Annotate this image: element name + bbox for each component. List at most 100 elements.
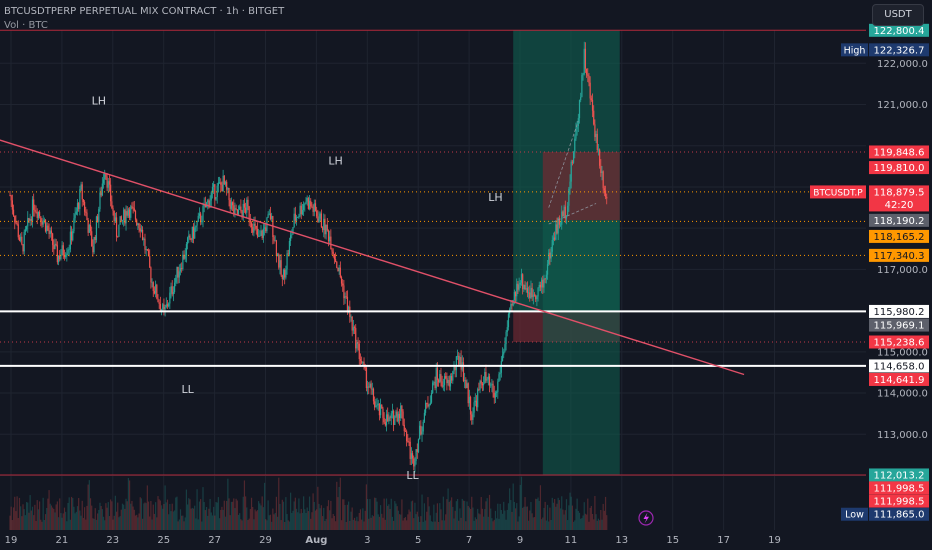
volume-bar (268, 515, 270, 530)
volume-bar (419, 521, 421, 530)
volume-bar (101, 509, 103, 530)
volume-bar (474, 517, 476, 530)
candle-body (292, 227, 294, 235)
volume-bar (162, 508, 164, 530)
volume-bar (65, 511, 67, 530)
volume-bar (597, 518, 600, 530)
candle-body (565, 215, 568, 219)
time-tick-label: 23 (106, 535, 119, 546)
candle-body (17, 224, 19, 238)
candle-body (348, 306, 350, 313)
volume-bar (221, 506, 223, 530)
volume-bar (94, 508, 96, 530)
candle-body (323, 218, 325, 230)
volume-bar (415, 514, 417, 530)
volume-bar (499, 503, 501, 530)
candle-body (603, 188, 605, 191)
candle-body (401, 405, 403, 412)
volume-bar (152, 504, 154, 530)
candle-body (545, 274, 547, 279)
volume-bar (36, 500, 38, 530)
volume-bar (250, 497, 253, 530)
candle-body (337, 267, 339, 272)
volume-bar (504, 510, 506, 530)
candle-body (275, 240, 277, 257)
time-tick-label: 3 (364, 535, 370, 546)
volume-bar (166, 499, 169, 530)
price-tag-bg (869, 318, 929, 332)
volume-bar (491, 518, 493, 530)
volume-bar (452, 506, 454, 530)
volume-bar (22, 504, 24, 530)
projection-line (548, 203, 597, 225)
last-price-tag-bg (869, 185, 929, 212)
candle-body (406, 431, 408, 442)
volume-bar (326, 506, 328, 530)
candle-body (35, 211, 37, 213)
candle-body (260, 230, 262, 236)
symbol-title: BTCUSDTPERP PERPETUAL MIX CONTRACT · 1h … (4, 6, 285, 17)
candle-body (403, 424, 405, 432)
price-tag-value: 112,013.2 (874, 470, 925, 481)
volume-bar (316, 509, 318, 530)
volume-bar (136, 514, 138, 530)
volume-bar (432, 521, 434, 530)
candle-body (382, 408, 384, 418)
volume-bar (114, 495, 116, 530)
price-tag-value: 118,165.2 (874, 232, 925, 243)
candle-body (409, 441, 411, 459)
candle-body (503, 351, 505, 355)
candle-body (113, 210, 115, 222)
volume-bar (348, 501, 350, 530)
price-tag-bg (869, 494, 929, 508)
candle-body (486, 379, 488, 381)
volume-bar (284, 521, 286, 530)
volume-bar (261, 496, 263, 530)
time-axis: 19 21 23 25 27 29 Aug 3 5 7 9 11 13 15 17 19 (0, 530, 868, 550)
volume-bar (436, 503, 439, 530)
candle-body (33, 199, 35, 210)
candle-body (446, 378, 448, 384)
candle-body (516, 283, 518, 297)
volume-bar (93, 518, 95, 530)
candle-body (43, 219, 45, 221)
volume-bar (231, 501, 234, 530)
candle-body (280, 260, 282, 276)
volume-bar (249, 509, 251, 530)
candle-body (254, 223, 256, 226)
candle-body (574, 138, 576, 153)
volume-bar (567, 520, 569, 530)
volume-bar (78, 498, 80, 530)
candle-body (240, 206, 242, 212)
volume-bar (466, 501, 468, 530)
volume-bar (159, 500, 161, 530)
candle-body (430, 392, 433, 403)
candle-body (217, 182, 219, 186)
candle-body (41, 221, 43, 225)
candle-body (187, 237, 189, 245)
currency-button[interactable]: USDT (872, 4, 924, 26)
volume-bar (60, 513, 62, 530)
volume-bar (335, 521, 337, 530)
volume-bar (443, 520, 446, 530)
volume-bar (469, 508, 472, 530)
volume-bar (475, 519, 478, 530)
volume-bar (182, 515, 184, 530)
candle-body (439, 374, 441, 383)
volume-bar (241, 520, 243, 530)
candle-body (178, 271, 180, 278)
volume-bar (203, 502, 205, 530)
volume-bar (44, 514, 47, 530)
volume-bar (35, 521, 37, 530)
price-tick-label: 115,000.0 (877, 347, 928, 358)
candle-body (535, 295, 537, 300)
volume-bar (379, 505, 382, 530)
candle-body (365, 367, 367, 389)
volume-bar (194, 505, 196, 530)
candle-body (395, 411, 397, 417)
candle-body (330, 236, 332, 250)
candle-body (485, 371, 487, 381)
volume-bars (9, 476, 608, 530)
volume-bar (376, 501, 378, 530)
